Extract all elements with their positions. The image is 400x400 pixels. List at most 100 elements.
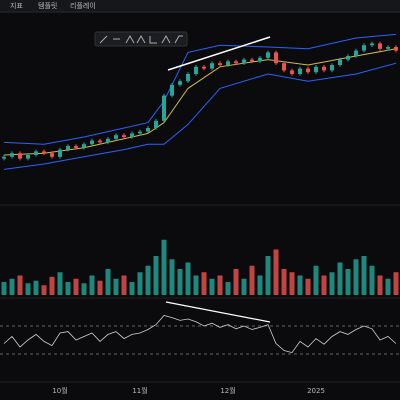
candle-body — [306, 68, 310, 73]
candle-body — [266, 52, 270, 58]
volume-bar — [129, 282, 135, 295]
candle-body — [282, 63, 286, 71]
candle-body — [370, 43, 374, 46]
volume-bar — [249, 265, 255, 295]
candle-body — [10, 153, 14, 157]
candle-body — [114, 135, 118, 139]
volume-bar — [393, 272, 399, 295]
candle-body — [194, 66, 198, 74]
candle-body — [130, 133, 134, 137]
candle-body — [106, 138, 110, 143]
volume-bar — [81, 283, 87, 295]
candle-body — [218, 63, 222, 65]
volume-bar — [233, 269, 239, 295]
candle-body — [50, 153, 54, 157]
volume-bar — [65, 282, 71, 295]
volume-bar — [161, 239, 167, 295]
volume-bar — [89, 275, 95, 295]
candle-body — [154, 120, 158, 128]
candle-body — [258, 57, 262, 62]
volume-bar — [137, 272, 143, 295]
toolbar-item[interactable]: 지표 — [10, 1, 23, 10]
candle-body — [378, 43, 382, 49]
volume-bar — [33, 280, 39, 295]
band-line — [3, 33, 397, 145]
toolbar — [0, 0, 400, 12]
volume-bar — [209, 278, 215, 295]
volume-bar — [313, 265, 319, 295]
candle-body — [298, 68, 302, 74]
toolbar-item[interactable]: 리플레이 — [70, 1, 96, 10]
volume-bar — [113, 278, 119, 295]
candle-body — [202, 66, 206, 69]
candle-body — [146, 128, 150, 132]
toolbar-item[interactable]: 템플릿 — [38, 2, 57, 10]
candle-body — [354, 50, 358, 56]
candle-body — [170, 84, 174, 96]
candle-body — [34, 151, 38, 155]
volume-bar — [193, 275, 199, 295]
drawing-toolbar[interactable] — [94, 31, 188, 47]
volume-bar — [225, 282, 231, 295]
candle-body — [122, 135, 126, 137]
volume-bar — [217, 275, 223, 295]
candle-body — [242, 59, 246, 64]
x-tick-label: 11월 — [132, 386, 147, 395]
candle-body — [82, 144, 86, 148]
volume-bar — [257, 275, 263, 295]
candle-body — [58, 149, 62, 157]
volume-bar — [297, 275, 303, 295]
trend-line[interactable] — [165, 301, 271, 323]
volume-bar — [321, 275, 327, 295]
volume-bar — [73, 278, 79, 295]
candle-body — [346, 56, 350, 60]
candle-body — [322, 66, 326, 71]
candle-body — [2, 156, 6, 159]
volume-bar — [241, 278, 247, 295]
volume-bar — [9, 278, 15, 295]
candle-body — [74, 146, 78, 148]
candle-body — [386, 47, 390, 49]
candle-body — [186, 74, 190, 82]
candle-body — [162, 95, 166, 121]
volume-bar — [377, 275, 383, 295]
volume-bar — [345, 269, 351, 295]
volume-bar — [97, 280, 103, 295]
volume-bar — [41, 285, 47, 295]
rsi-line — [3, 315, 397, 354]
volume-bar — [1, 282, 7, 295]
volume-bar — [121, 275, 127, 295]
candle-body — [290, 70, 294, 74]
volume-bar — [369, 265, 375, 295]
volume-bar — [273, 249, 279, 295]
volume-bar — [289, 272, 295, 295]
candle-body — [210, 63, 214, 69]
volume-bar — [25, 283, 31, 295]
candle-body — [226, 61, 230, 65]
band-line — [3, 62, 397, 170]
volume-bar — [153, 256, 159, 295]
trend-line[interactable] — [167, 36, 271, 71]
candle-body — [42, 151, 46, 154]
candle-body — [274, 52, 278, 64]
volume-bar — [329, 272, 335, 295]
volume-bar — [177, 269, 183, 295]
candle-body — [234, 61, 238, 64]
candle-body — [330, 65, 334, 71]
candle-body — [66, 146, 70, 150]
volume-bar — [353, 259, 359, 295]
volume-bar — [385, 278, 391, 295]
volume-bar — [185, 262, 191, 295]
candle-body — [338, 59, 342, 65]
candle-body — [90, 140, 94, 145]
volume-bar — [305, 278, 311, 295]
volume-bar — [105, 269, 111, 295]
volume-bar — [49, 276, 55, 295]
candle-body — [314, 66, 318, 73]
volume-bar — [169, 259, 175, 295]
volume-bar — [361, 256, 367, 295]
volume-bar — [145, 265, 151, 295]
volume-bar — [201, 272, 207, 295]
